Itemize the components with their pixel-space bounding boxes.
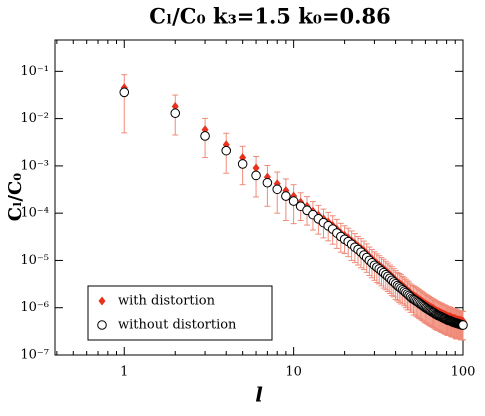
- diamond-marker: [252, 163, 260, 173]
- circle-marker: [170, 108, 181, 119]
- y-axis-label: Cₗ/C₀: [5, 173, 26, 221]
- y-tick-label: 10⁻³: [20, 158, 49, 173]
- x-tick-label: 100: [451, 365, 476, 380]
- legend-marker: [97, 320, 107, 330]
- x-axis-label: l: [255, 383, 263, 407]
- circle-marker: [262, 177, 273, 188]
- circle-marker: [119, 87, 130, 98]
- y-tick-label: 10⁻²: [20, 111, 49, 126]
- legend-marker: [98, 296, 106, 306]
- y-tick-label: 10⁻⁴: [20, 206, 49, 221]
- circle-marker: [272, 184, 283, 195]
- circle-marker: [237, 159, 248, 169]
- x-tick-label: 10: [285, 365, 302, 380]
- circle-marker: [281, 191, 291, 201]
- y-tick-label: 10⁻⁶: [20, 300, 49, 315]
- circle-marker: [221, 145, 232, 156]
- y-tick-label: 10⁻⁷: [20, 348, 49, 363]
- plot-frame: [54, 39, 464, 356]
- y-tick-label: 10⁻¹: [20, 64, 49, 79]
- circle-marker: [458, 320, 468, 330]
- legend-label: with distortion: [118, 294, 216, 309]
- circle-marker: [200, 131, 210, 141]
- legend-box: [87, 285, 273, 341]
- y-tick-label: 10⁻⁵: [20, 253, 49, 268]
- circle-marker: [251, 170, 261, 181]
- chart-title: Cₗ/C₀ k₃=1.5 k₀=0.86: [149, 4, 390, 29]
- legend-label: without distortion: [118, 318, 237, 333]
- circle-marker: [288, 196, 299, 206]
- x-tick-label: 1: [120, 365, 128, 380]
